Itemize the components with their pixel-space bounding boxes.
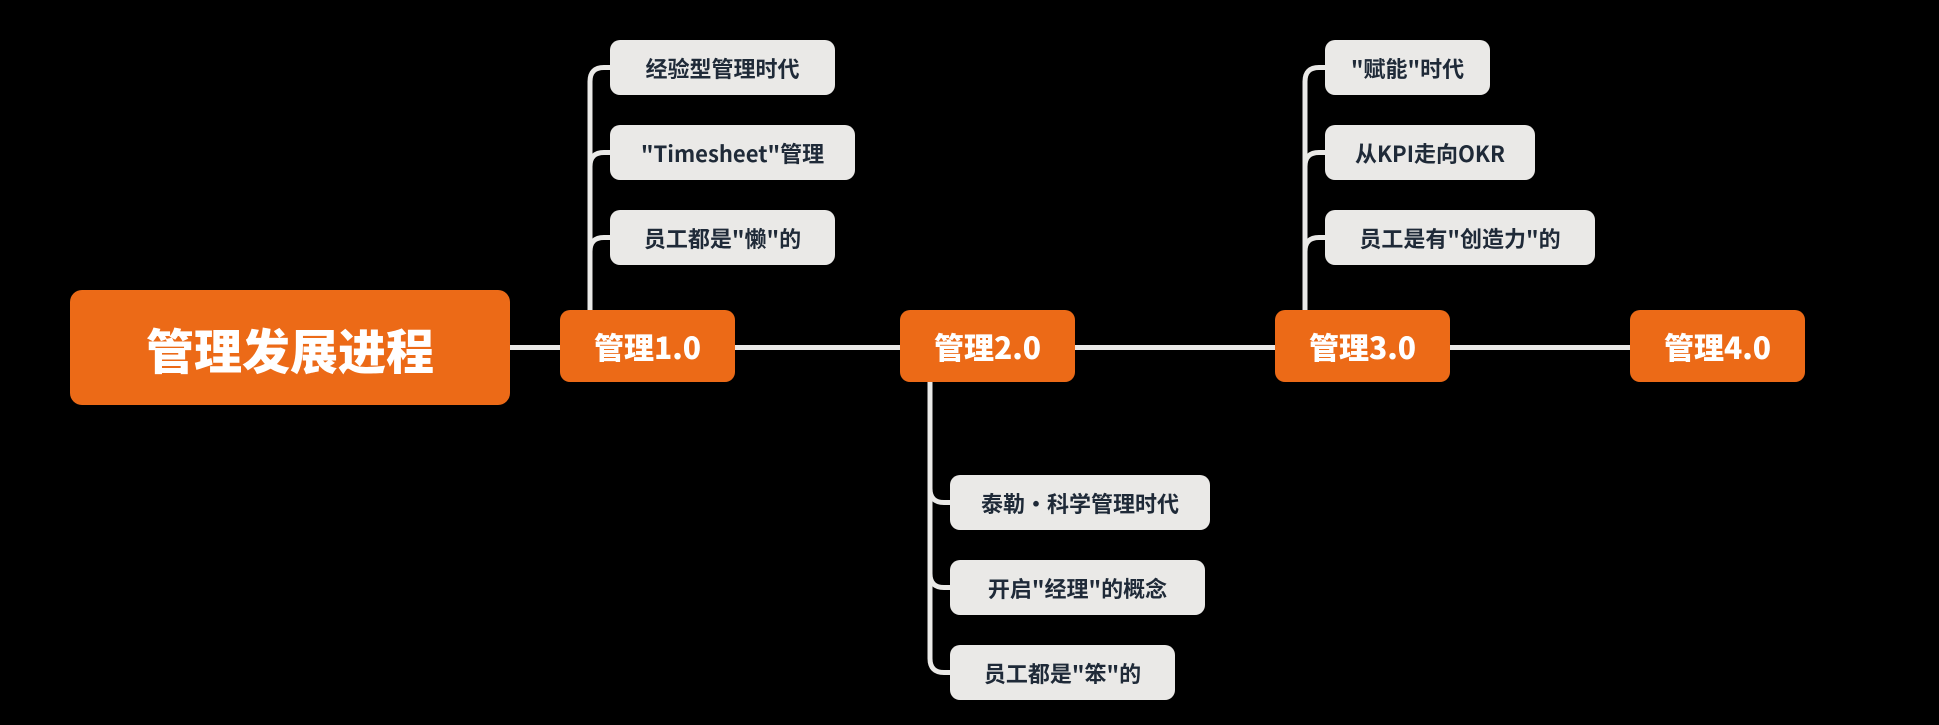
leaf-node-s2-2: 员工都是"笨"的 [950,645,1175,700]
leaf-node-s1-0: 经验型管理时代 [610,40,835,95]
stage-node-s1: 管理1.0 [560,310,735,382]
leaf-node-s1-1: "Timesheet"管理 [610,125,855,180]
stage-node-s3: 管理3.0 [1275,310,1450,382]
leaf-node-s2-1: 开启"经理"的概念 [950,560,1205,615]
leaf-node-s1-2: 员工都是"懒"的 [610,210,835,265]
leaf-node-s3-0: "赋能"时代 [1325,40,1490,95]
root-node: 管理发展进程 [70,290,510,405]
stage-node-s2: 管理2.0 [900,310,1075,382]
leaf-node-s3-2: 员工是有"创造力"的 [1325,210,1595,265]
diagram-canvas: 管理发展进程管理1.0 经验型管理时代 "Timesheet"管理员工都是"懒"的管… [0,0,1939,725]
stage-node-s4: 管理4.0 [1630,310,1805,382]
leaf-node-s3-1: 从KPI走向OKR [1325,125,1535,180]
leaf-node-s2-0: 泰勒·科学管理时代 [950,475,1210,530]
